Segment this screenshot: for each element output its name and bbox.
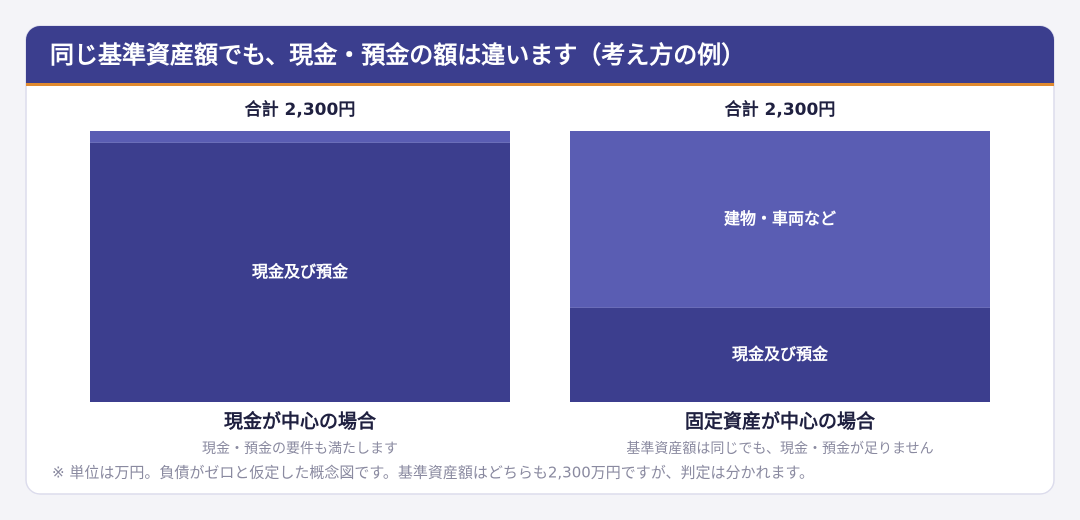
bar-segment (570, 131, 990, 308)
title: 同じ基準資産額でも、現金・預金の額は違います（考え方の例） (50, 41, 745, 69)
total-label: 合計 2,300円 (725, 99, 836, 120)
panel-caption: 固定資産が中心の場合 (685, 410, 876, 433)
panel-note: 基準資産額は同じでも、現金・預金が足りません (626, 440, 933, 457)
segment-label: 現金及び預金 (732, 344, 829, 363)
bar-segment (570, 307, 990, 402)
header-band (26, 26, 1054, 84)
panel-caption: 現金が中心の場合 (224, 410, 377, 433)
segment-label: 建物・車両など (724, 209, 836, 228)
total-label: 合計 2,300円 (245, 99, 356, 120)
bar-segment (90, 142, 510, 403)
header-rule (26, 83, 1054, 86)
panel-note: 現金・預金の要件も満たします (202, 441, 398, 457)
segment-label: 現金及び預金 (252, 262, 349, 281)
footnote: ※ 単位は万円。負債がゼロと仮定した概念図です。基準資産額はどちらも2,300万… (52, 464, 814, 482)
bar-segment (90, 131, 510, 143)
